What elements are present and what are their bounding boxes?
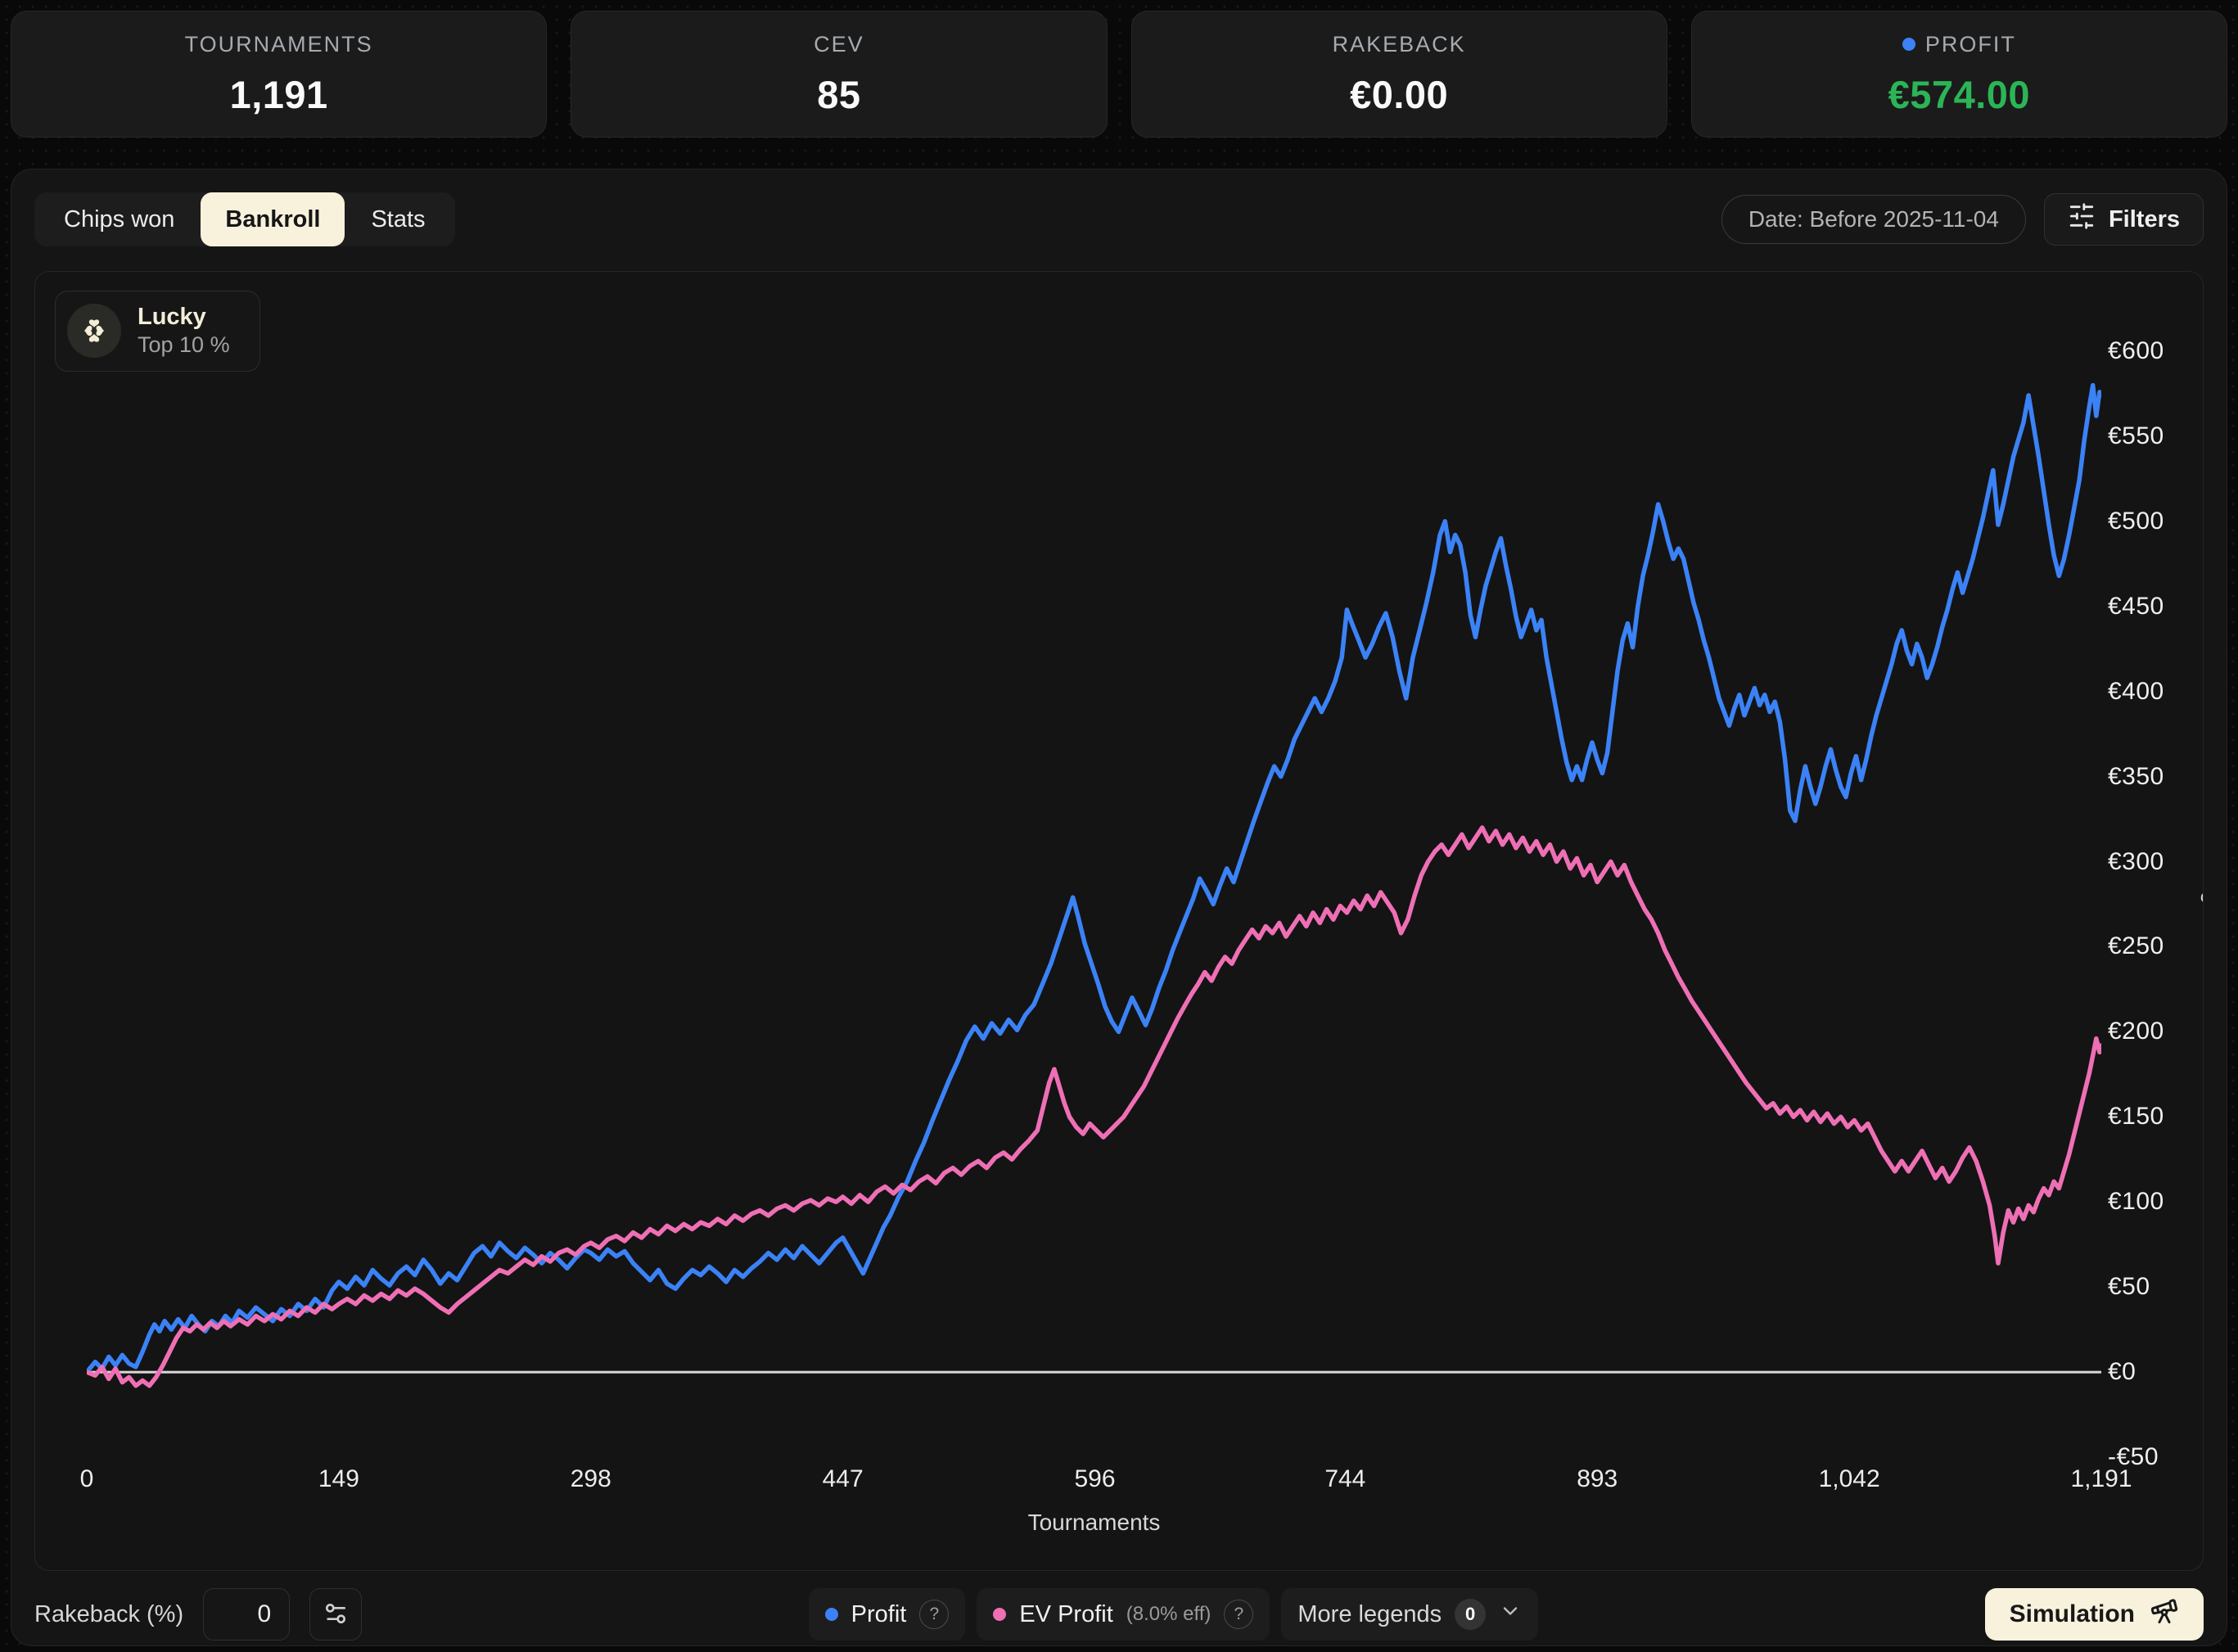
y-axis-title: €: [2196, 892, 2203, 905]
luck-badge-text: Lucky Top 10 %: [138, 303, 230, 359]
legend-profit[interactable]: Profit ?: [808, 1588, 966, 1641]
legend-ev-profit-detail: (8.0% eff): [1126, 1603, 1211, 1625]
series-line-profit: [87, 382, 2101, 1374]
profit-series-dot-icon: [824, 1608, 838, 1621]
y-tick-label: -€50: [2108, 1443, 2159, 1470]
stat-card-tournaments: TOURNAMENTS 1,191: [11, 11, 548, 138]
y-tick-label: €150: [2108, 1103, 2164, 1131]
more-legends-count-badge: 0: [1455, 1599, 1487, 1630]
main-panel: Chips won Bankroll Stats Date: Before 20…: [11, 169, 2227, 1646]
simulation-label: Simulation: [2009, 1600, 2135, 1627]
view-tabs: Chips won Bankroll Stats: [34, 192, 455, 246]
y-tick-label: €500: [2108, 507, 2164, 535]
profit-chart[interactable]: [87, 351, 2101, 1457]
bottom-bar: Rakeback (%) Profit ? EV Profit: [34, 1587, 2204, 1641]
y-tick-label: €250: [2108, 932, 2164, 960]
series-line-ev-profit: [87, 825, 2101, 1388]
luck-badge-subtitle: Top 10 %: [138, 332, 230, 357]
stat-value: 1,191: [229, 72, 328, 116]
rakeback-settings-button[interactable]: [309, 1588, 363, 1641]
stat-label: TOURNAMENTS: [184, 31, 373, 56]
x-tick-label: 447: [822, 1465, 864, 1492]
x-tick-label: 744: [1324, 1465, 1366, 1492]
y-tick-label: €100: [2108, 1188, 2164, 1216]
x-tick-label: 893: [1577, 1465, 1618, 1492]
stat-value: 85: [817, 72, 861, 116]
tab-stats[interactable]: Stats: [371, 205, 426, 232]
rakeback-control: Rakeback (%): [34, 1588, 363, 1641]
x-tick-label: 596: [1074, 1465, 1116, 1492]
more-legends-dropdown[interactable]: More legends 0: [1281, 1588, 1539, 1641]
stat-label-text: PROFIT: [1924, 31, 2016, 56]
luck-badge[interactable]: Lucky Top 10 %: [55, 291, 260, 372]
clover-icon: [67, 304, 121, 359]
stat-label: RAKEBACK: [1332, 31, 1466, 56]
profit-help-icon[interactable]: ?: [919, 1600, 950, 1629]
rakeback-input[interactable]: [203, 1588, 291, 1641]
stat-label: PROFIT: [1902, 32, 2016, 57]
stat-label: CEV: [814, 31, 864, 56]
stat-card-profit: PROFIT €574.00: [1690, 11, 2227, 138]
rakeback-label: Rakeback (%): [34, 1600, 184, 1627]
ev-profit-series-dot-icon: [993, 1608, 1007, 1621]
x-tick-label: 0: [79, 1465, 94, 1492]
legend-bar: Profit ? EV Profit (8.0% eff) ? More leg…: [808, 1588, 1539, 1641]
stat-value: €574.00: [1888, 72, 2031, 116]
profit-dot-icon: [1902, 38, 1915, 51]
y-tick-label: €50: [2108, 1273, 2150, 1301]
stat-value: €0.00: [1350, 72, 1449, 116]
tab-bankroll[interactable]: Bankroll: [201, 192, 345, 246]
x-tick-label: 298: [570, 1465, 611, 1492]
y-tick-label: €300: [2108, 847, 2164, 875]
luck-badge-title: Lucky: [138, 304, 206, 330]
y-tick-label: €350: [2108, 762, 2164, 790]
x-axis-title: Tournaments: [1027, 1510, 1161, 1535]
legend-ev-profit[interactable]: EV Profit (8.0% eff) ?: [977, 1588, 1270, 1641]
simulation-button[interactable]: Simulation: [1984, 1588, 2204, 1641]
chart-container: Lucky Top 10 % €600 €550 €500 €450 €400 €350 €…: [34, 271, 2204, 1571]
filters-button[interactable]: Filters: [2043, 193, 2204, 246]
telescope-icon: [2150, 1596, 2179, 1632]
toolbar-right: Date: Before 2025-11-04 Filters: [1721, 193, 2204, 246]
legend-ev-profit-label: EV Profit: [1019, 1600, 1113, 1627]
x-tick-label: 1,042: [1818, 1465, 1880, 1492]
y-tick-label: €400: [2108, 677, 2164, 705]
date-filter-chip[interactable]: Date: Before 2025-11-04: [1721, 195, 2026, 244]
sliders-icon: [2068, 202, 2096, 237]
y-tick-label: €0: [2108, 1358, 2136, 1386]
y-tick-label: €200: [2108, 1018, 2164, 1045]
stat-card-rakeback: RAKEBACK €0.00: [1130, 11, 1667, 138]
stat-card-cev: CEV 85: [571, 11, 1108, 138]
tab-chips-won[interactable]: Chips won: [64, 205, 175, 232]
stats-row: TOURNAMENTS 1,191 CEV 85 RAKEBACK €0.00 …: [0, 0, 2238, 138]
ev-profit-help-icon[interactable]: ?: [1224, 1600, 1254, 1629]
settings-sliders-icon: [323, 1600, 349, 1629]
x-tick-label: 149: [318, 1465, 359, 1492]
y-tick-label: €600: [2108, 337, 2164, 364]
chevron-down-icon: [1499, 1600, 1522, 1629]
x-tick-label: 1,191: [2070, 1465, 2132, 1492]
y-tick-label: €550: [2108, 422, 2164, 449]
y-tick-label: €450: [2108, 592, 2164, 620]
toolbar: Chips won Bankroll Stats Date: Before 20…: [34, 192, 2204, 246]
filters-label: Filters: [2108, 205, 2180, 232]
more-legends-label: More legends: [1297, 1600, 1442, 1627]
legend-profit-label: Profit: [851, 1600, 907, 1627]
